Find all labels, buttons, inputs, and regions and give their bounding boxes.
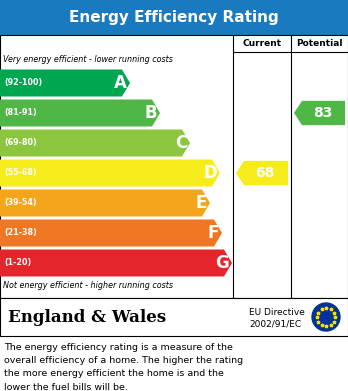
Text: Potential: Potential <box>296 39 343 48</box>
Polygon shape <box>0 129 190 156</box>
Text: England & Wales: England & Wales <box>8 308 166 325</box>
Text: G: G <box>215 254 229 272</box>
Text: EU Directive: EU Directive <box>249 308 305 317</box>
Bar <box>0 0 348 35</box>
Text: The energy efficiency rating is a measure of the
overall efficiency of a home. T: The energy efficiency rating is a measur… <box>4 343 243 391</box>
Text: (39-54): (39-54) <box>4 199 37 208</box>
Text: Energy Efficiency Rating: Energy Efficiency Rating <box>69 10 279 25</box>
Text: Very energy efficient - lower running costs: Very energy efficient - lower running co… <box>3 55 173 64</box>
Text: A: A <box>114 74 127 92</box>
Text: 68: 68 <box>255 166 275 180</box>
Text: (81-91): (81-91) <box>4 108 37 118</box>
Polygon shape <box>0 249 232 276</box>
Text: D: D <box>203 164 217 182</box>
Polygon shape <box>0 70 130 97</box>
Text: (92-100): (92-100) <box>4 79 42 88</box>
Polygon shape <box>0 99 160 127</box>
Text: B: B <box>144 104 157 122</box>
Bar <box>0 298 348 336</box>
Polygon shape <box>0 160 220 187</box>
Text: 2002/91/EC: 2002/91/EC <box>249 319 301 328</box>
Text: (69-80): (69-80) <box>4 138 37 147</box>
Text: (21-38): (21-38) <box>4 228 37 237</box>
Polygon shape <box>0 219 222 246</box>
Text: 83: 83 <box>313 106 332 120</box>
Text: Current: Current <box>243 39 282 48</box>
Circle shape <box>312 303 340 331</box>
Text: (1-20): (1-20) <box>4 258 31 267</box>
Bar <box>0 35 348 298</box>
Text: F: F <box>208 224 219 242</box>
Text: C: C <box>175 134 187 152</box>
Polygon shape <box>0 190 210 217</box>
Polygon shape <box>294 101 345 125</box>
Text: Not energy efficient - higher running costs: Not energy efficient - higher running co… <box>3 280 173 289</box>
Polygon shape <box>236 161 288 185</box>
Text: E: E <box>196 194 207 212</box>
Text: (55-68): (55-68) <box>4 169 37 178</box>
